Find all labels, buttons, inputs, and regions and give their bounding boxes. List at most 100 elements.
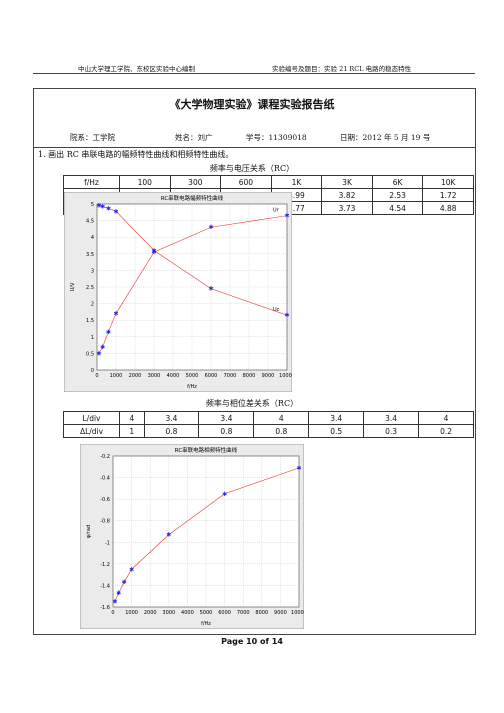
y-tick-label: 0.5 bbox=[86, 351, 94, 357]
footer: Page 10 of 14 bbox=[221, 637, 283, 646]
x-tick-label: 1000 bbox=[110, 373, 123, 379]
row: f/Hz 100 300 600 1K 3K 6K 10K bbox=[63, 175, 474, 189]
info: 学号：11309018 bbox=[246, 133, 307, 142]
cell: 0.5 bbox=[308, 424, 365, 438]
cell: f/Hz bbox=[63, 175, 120, 189]
cell: 0.3 bbox=[363, 424, 420, 438]
header-left: 中山大学理工学院、东校区实验中心编制 bbox=[78, 65, 195, 73]
x-axis-label: f/Hz bbox=[187, 384, 197, 390]
point-marker: ✱ bbox=[208, 224, 213, 231]
info: 日期：2012 年 5 月 19 号 bbox=[340, 133, 431, 142]
info: 院系：工学院 bbox=[70, 133, 115, 142]
point-marker: ✱ bbox=[96, 350, 101, 357]
header-rule bbox=[33, 73, 475, 74]
y-tick-label: 4 bbox=[91, 235, 94, 241]
point-marker: ✱ bbox=[112, 599, 117, 606]
cell: 3.4 bbox=[308, 411, 365, 425]
frame bbox=[33, 88, 476, 635]
cell: 4.88 bbox=[422, 201, 474, 215]
point-marker: ✱ bbox=[100, 344, 105, 351]
cell: 1K bbox=[270, 175, 323, 189]
caption: 频率与相位差关系（RC） bbox=[205, 399, 299, 408]
x-tick-label: 8000 bbox=[255, 610, 268, 616]
point-marker: ✱ bbox=[151, 249, 156, 256]
cell: ΔL/div bbox=[63, 424, 120, 438]
cell: 3.82 bbox=[321, 188, 373, 202]
cell: 4 bbox=[418, 411, 474, 425]
x-tick-label: 1000 bbox=[125, 610, 138, 616]
x-tick-label: 6000 bbox=[205, 373, 218, 379]
point-marker: ✱ bbox=[116, 590, 121, 597]
x-tick-label: 6000 bbox=[218, 610, 231, 616]
cell: 1 bbox=[119, 424, 145, 438]
y-tick-label: 3 bbox=[91, 268, 94, 274]
info: 姓名：刘广 bbox=[175, 133, 213, 142]
y-tick-label: 0 bbox=[91, 368, 94, 374]
point-marker: ✱ bbox=[96, 203, 101, 210]
series-label: Ur bbox=[273, 208, 280, 214]
y-tick-label: -1.4 bbox=[100, 583, 110, 589]
cell: 0.8 bbox=[143, 424, 200, 438]
row: ΔL/div 1 0.8 0.8 0.8 0.5 0.3 0.2 bbox=[63, 424, 474, 438]
point-marker: ✱ bbox=[106, 205, 111, 212]
cell: 0.8 bbox=[253, 424, 310, 438]
cell: 1.72 bbox=[422, 188, 474, 202]
cell: 4.54 bbox=[371, 201, 424, 215]
y-axis-label: φ/rad bbox=[86, 525, 92, 538]
point-marker: ✱ bbox=[129, 566, 134, 573]
table: L/div 4 3.4 3.4 4 3.4 3.4 4 ΔL/div 1 0.8 0.8 0.8 0.5 0… bbox=[63, 411, 474, 438]
y-tick-label: -1 bbox=[105, 540, 110, 546]
point-marker: ✱ bbox=[166, 532, 171, 539]
x-tick-label: 8000 bbox=[243, 373, 256, 379]
chart: RC串联电路幅频特性曲线 0 1000 2000 3000 4000 5000 6000 700… bbox=[64, 192, 292, 392]
x-tick-label: 0 bbox=[95, 373, 98, 379]
chart: RC串联电路相频特性曲线 0 1000 2000 3000 4000 5000 6000 700… bbox=[80, 444, 304, 629]
cell: 3.73 bbox=[321, 201, 373, 215]
x-tick-label: 4000 bbox=[167, 373, 180, 379]
y-tick-label: 1.5 bbox=[86, 318, 94, 324]
y-tick-label: 2.5 bbox=[86, 285, 94, 291]
y-tick-label: 2 bbox=[91, 302, 94, 308]
x-tick-label: 2000 bbox=[144, 610, 157, 616]
point-marker: ✱ bbox=[122, 579, 127, 586]
curve bbox=[114, 467, 300, 602]
y-tick-label: -0.8 bbox=[100, 519, 110, 525]
y-tick-label: 3.5 bbox=[86, 252, 94, 258]
x-tick-label: 9000 bbox=[274, 610, 287, 616]
cell: 3.4 bbox=[363, 411, 420, 425]
cell: 3.4 bbox=[143, 411, 200, 425]
point-marker: ✱ bbox=[106, 329, 111, 336]
point-marker: ✱ bbox=[208, 286, 213, 293]
plot-area bbox=[112, 455, 300, 608]
point-marker: ✱ bbox=[296, 465, 301, 472]
x-tick-label: 3000 bbox=[148, 373, 161, 379]
rule bbox=[33, 147, 475, 148]
y-tick-label: -0.6 bbox=[100, 497, 110, 503]
curve bbox=[98, 215, 288, 354]
caption: 频率与电压关系（RC） bbox=[209, 164, 295, 173]
x-tick-label: 0 bbox=[111, 610, 114, 616]
point-marker: ✱ bbox=[151, 247, 156, 254]
cell: 3.4 bbox=[198, 411, 255, 425]
cell: 3K bbox=[321, 175, 373, 189]
x-tick-label: 2000 bbox=[129, 373, 142, 379]
x-axis-label: f/Hz bbox=[201, 621, 211, 627]
cell: 4 bbox=[119, 411, 145, 425]
series-label: Uc bbox=[273, 307, 280, 313]
cell: 4 bbox=[253, 411, 310, 425]
cell: 6K bbox=[371, 175, 424, 189]
x-tick-label: 9000 bbox=[262, 373, 275, 379]
x-tick-label: 5000 bbox=[186, 373, 199, 379]
cell: L/div bbox=[63, 411, 120, 425]
cell: 600 bbox=[220, 175, 272, 189]
cell: 100 bbox=[119, 175, 171, 189]
x-tick-label: 3000 bbox=[162, 610, 175, 616]
curve bbox=[98, 205, 288, 316]
section: 1. 画出 RC 串联电路的幅频特性曲线和相频特性曲线。 bbox=[38, 150, 234, 159]
y-tick-label: -1.2 bbox=[100, 562, 110, 568]
cell: 2.53 bbox=[371, 188, 424, 202]
x-tick-label: 7000 bbox=[237, 610, 250, 616]
y-tick-label: 1 bbox=[91, 335, 94, 341]
